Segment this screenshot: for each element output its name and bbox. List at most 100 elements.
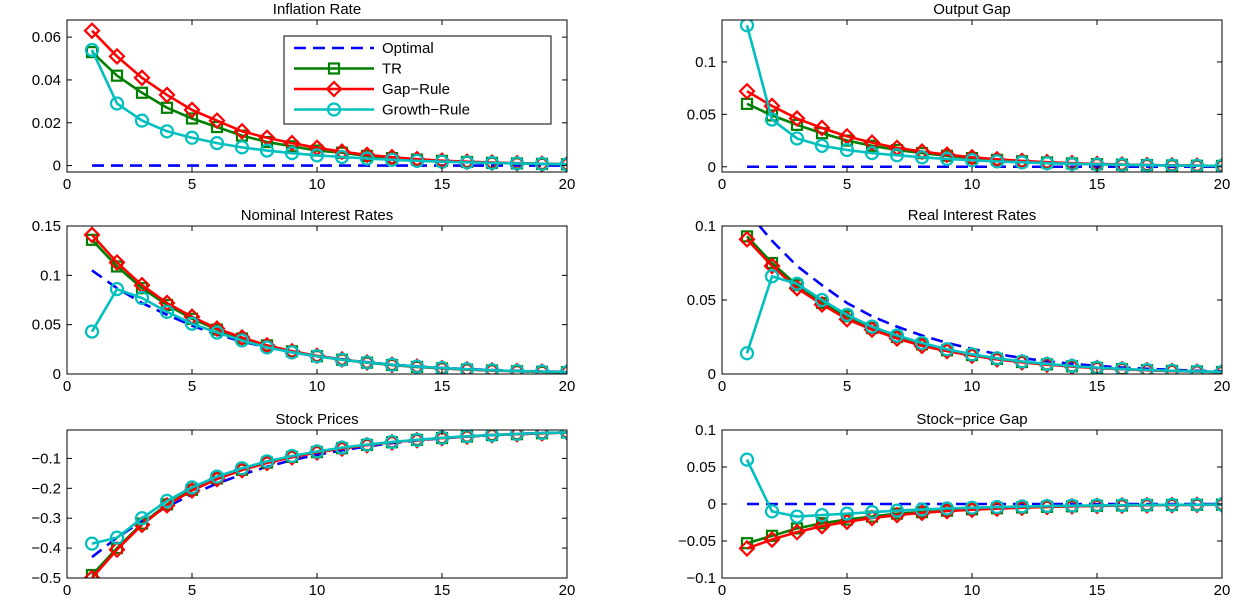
data-point [1114, 498, 1130, 513]
data-point [863, 134, 881, 152]
data-point [739, 346, 755, 361]
legend-marker [325, 80, 343, 98]
data-point [108, 253, 126, 272]
data-point [509, 363, 525, 374]
data-point [159, 493, 175, 508]
data-point [309, 349, 325, 364]
y-tick-label: −0.1 [31, 450, 61, 467]
data-point [1214, 364, 1222, 374]
plot-area [738, 452, 1222, 557]
series-line-optimal [757, 226, 1222, 373]
data-point [184, 316, 200, 331]
data-point [484, 363, 500, 374]
x-tick-label: 20 [559, 176, 576, 193]
y-tick-label: −0.5 [31, 570, 61, 587]
panel-1: Inflation Rate 0 5 10 15 20 0 0.02 0.04 0.06 [32, 1, 576, 193]
x-tick-label: 5 [188, 582, 196, 599]
panel-3: Nominal Interest Rates 0 5 10 15 20 0 0.05 0.1 0.… [32, 207, 576, 395]
x-tick-label: 0 [718, 378, 726, 395]
data-point [1014, 354, 1030, 369]
data-point [1089, 498, 1105, 513]
data-point [534, 364, 550, 374]
y-tick-label: 0.06 [32, 29, 61, 46]
data-point [459, 155, 475, 170]
data-point [789, 509, 805, 524]
series-line-growth-rule [745, 274, 1222, 374]
panel-title: Stock Prices [275, 411, 358, 428]
data-point [889, 503, 905, 518]
y-tick-label: 0.02 [32, 115, 61, 132]
x-tick-label: 5 [188, 378, 196, 395]
data-point [133, 69, 151, 87]
data-point [384, 434, 400, 450]
data-point [484, 430, 500, 443]
y-tick-label: −0.05 [678, 533, 716, 550]
y-tick-label: −0.4 [31, 540, 61, 557]
data-point [763, 257, 781, 275]
y-tick-label: 0 [53, 366, 61, 383]
data-point [158, 86, 176, 104]
x-tick-label: 0 [718, 582, 726, 599]
data-point [964, 500, 980, 515]
data-point [989, 154, 1005, 169]
data-point [208, 112, 226, 130]
x-tick-label: 10 [964, 176, 981, 193]
x-tick-label: 10 [309, 378, 326, 395]
data-point [964, 153, 980, 168]
data-point [284, 146, 300, 161]
x-tick-label: 0 [63, 582, 71, 599]
data-point [813, 517, 831, 535]
data-point [1139, 158, 1155, 172]
data-point [939, 501, 955, 516]
data-point [989, 351, 1005, 366]
data-point [509, 156, 525, 171]
panel-4: Real Interest Rates 0 5 10 15 20 0 0.05 0.1 [687, 207, 1231, 395]
x-tick-label: 15 [1089, 378, 1106, 395]
y-tick-label: 0.05 [687, 106, 716, 123]
data-point [209, 325, 225, 340]
y-tick-label: −0.3 [31, 510, 61, 527]
data-point [763, 530, 781, 549]
plot-area [738, 20, 1222, 172]
data-point [1114, 361, 1130, 374]
data-point [234, 461, 250, 476]
x-tick-label: 10 [309, 176, 326, 193]
x-tick-label: 20 [559, 378, 576, 395]
x-tick-label: 10 [964, 582, 981, 599]
data-point [159, 124, 175, 139]
plot-area [83, 22, 567, 172]
x-tick-label: 5 [843, 582, 851, 599]
series-line-growth-rule [90, 287, 567, 374]
x-tick-label: 20 [1214, 176, 1231, 193]
data-point [384, 152, 400, 167]
data-point [764, 504, 780, 519]
x-tick-label: 10 [309, 582, 326, 599]
data-point [1164, 497, 1180, 512]
data-point [1189, 497, 1205, 512]
data-point [359, 151, 375, 166]
data-point [1039, 498, 1055, 514]
data-point [788, 109, 806, 128]
data-point [914, 335, 930, 351]
legend: Optimal TR Gap−Rule Growth−Rule [283, 35, 552, 125]
data-point [109, 282, 125, 297]
data-point [359, 437, 375, 452]
data-point [334, 440, 350, 455]
data-point [534, 430, 550, 441]
data-point [1114, 157, 1130, 172]
y-tick-label: 0.05 [32, 317, 61, 334]
data-point [159, 304, 175, 319]
x-tick-label: 5 [188, 176, 196, 193]
data-point [939, 151, 955, 166]
panel-title: Nominal Interest Rates [241, 207, 394, 224]
legend-label: TR [382, 61, 402, 78]
data-point [964, 347, 980, 362]
y-tick-label: 0.1 [695, 422, 716, 439]
data-point [1214, 497, 1222, 512]
data-point [838, 513, 856, 531]
x-tick-label: 0 [718, 176, 726, 193]
data-point [234, 140, 250, 155]
data-point [135, 86, 149, 99]
data-point [409, 359, 425, 374]
plot-area [738, 226, 1222, 374]
